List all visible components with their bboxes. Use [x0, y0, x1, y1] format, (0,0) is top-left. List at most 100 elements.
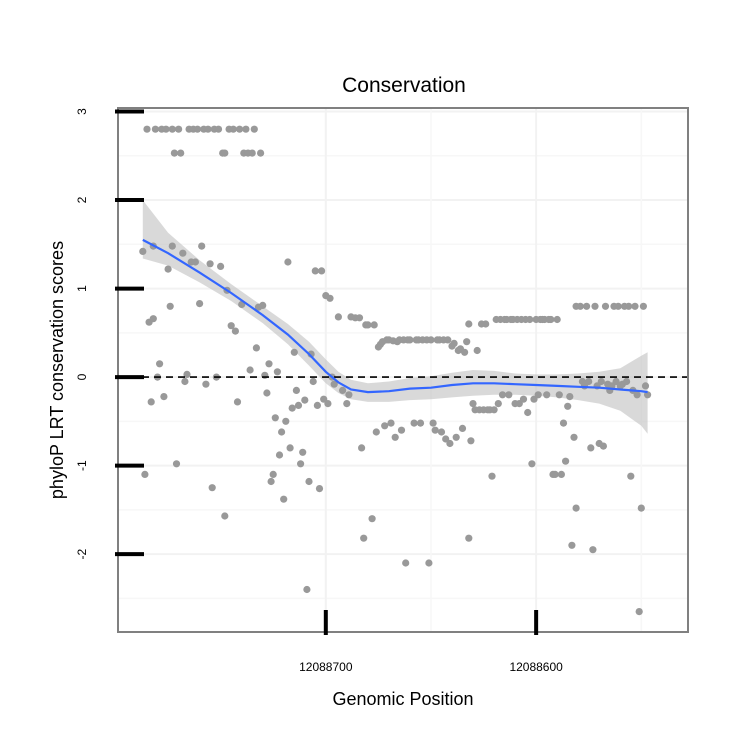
data-point	[227, 322, 235, 330]
data-point	[198, 242, 206, 250]
data-point	[168, 242, 176, 250]
data-point	[204, 125, 212, 133]
data-point	[494, 400, 502, 408]
data-point	[162, 125, 170, 133]
y-axis: -2 -1 0 1 2 3	[75, 108, 144, 559]
y-axis-title: phyloP LRT conservation scores	[47, 241, 67, 499]
data-point	[601, 302, 610, 310]
data-point	[294, 401, 303, 409]
data-point	[168, 125, 176, 133]
data-point	[202, 380, 210, 388]
data-point	[273, 368, 281, 376]
data-point	[429, 419, 437, 427]
data-point	[170, 149, 178, 157]
x-axis: 12088700 12088600	[299, 610, 563, 674]
data-point	[482, 320, 490, 328]
data-point	[631, 302, 639, 310]
data-point	[633, 391, 641, 399]
data-point	[597, 377, 605, 386]
data-point	[229, 125, 237, 133]
data-point	[402, 559, 410, 567]
scatter-points	[139, 125, 652, 616]
data-point	[528, 460, 536, 468]
data-point	[446, 439, 454, 448]
data-point	[313, 401, 321, 409]
data-point	[551, 470, 559, 478]
data-point	[221, 512, 229, 520]
data-point	[164, 265, 172, 273]
data-point	[519, 395, 528, 403]
data-point	[425, 559, 433, 567]
data-point	[625, 302, 633, 310]
data-point	[564, 402, 572, 410]
data-point	[427, 336, 435, 344]
data-point	[345, 391, 353, 399]
data-point	[461, 348, 469, 356]
data-point	[275, 451, 284, 459]
data-point	[355, 314, 364, 322]
data-point	[458, 424, 467, 432]
data-point	[248, 149, 256, 157]
data-point	[278, 428, 286, 436]
data-point	[391, 433, 399, 441]
data-point	[524, 408, 532, 417]
data-point	[263, 389, 271, 397]
data-point	[452, 433, 460, 441]
data-point	[635, 608, 643, 616]
data-point	[139, 247, 147, 255]
data-point	[585, 377, 593, 386]
data-point	[339, 386, 347, 394]
data-point	[242, 125, 250, 133]
data-point	[141, 470, 149, 478]
data-point	[149, 315, 157, 323]
data-point	[387, 419, 395, 427]
data-point	[555, 391, 563, 399]
data-point	[559, 419, 568, 427]
data-point	[267, 477, 275, 486]
data-point	[498, 391, 507, 399]
data-point	[214, 125, 223, 133]
data-point	[358, 444, 366, 452]
data-point	[221, 149, 229, 157]
data-point	[151, 125, 159, 133]
data-point	[469, 400, 477, 408]
data-point	[488, 472, 496, 480]
data-point	[166, 302, 174, 310]
data-point	[324, 400, 332, 408]
data-point	[299, 448, 307, 456]
data-point	[465, 320, 473, 328]
data-point	[381, 422, 389, 430]
data-point	[193, 125, 202, 133]
data-point	[315, 485, 324, 493]
x-tick-label: 12088700	[299, 660, 353, 674]
data-point	[576, 302, 584, 310]
data-point	[534, 391, 542, 399]
data-point	[334, 313, 342, 321]
data-point	[641, 382, 650, 390]
data-point	[370, 321, 378, 329]
data-point	[343, 400, 351, 408]
loess-fit	[142, 238, 648, 394]
data-point	[175, 125, 183, 133]
data-point	[282, 417, 290, 425]
data-point	[252, 344, 260, 352]
data-point	[562, 457, 570, 465]
y-tick-label: 3	[75, 108, 89, 115]
data-point	[416, 419, 425, 427]
data-point	[444, 336, 452, 344]
data-point	[280, 495, 288, 503]
plot-panel-border	[117, 107, 689, 633]
y-tick-label: 2	[75, 196, 89, 203]
data-point	[406, 336, 414, 344]
data-point	[301, 396, 309, 404]
data-point	[217, 262, 225, 270]
data-point	[437, 428, 446, 436]
data-point	[570, 433, 578, 441]
data-point	[177, 149, 185, 157]
data-point	[257, 149, 265, 157]
data-point	[303, 585, 311, 594]
data-point	[206, 260, 214, 268]
x-axis-title: Genomic Position	[332, 689, 473, 709]
data-point	[259, 301, 267, 309]
